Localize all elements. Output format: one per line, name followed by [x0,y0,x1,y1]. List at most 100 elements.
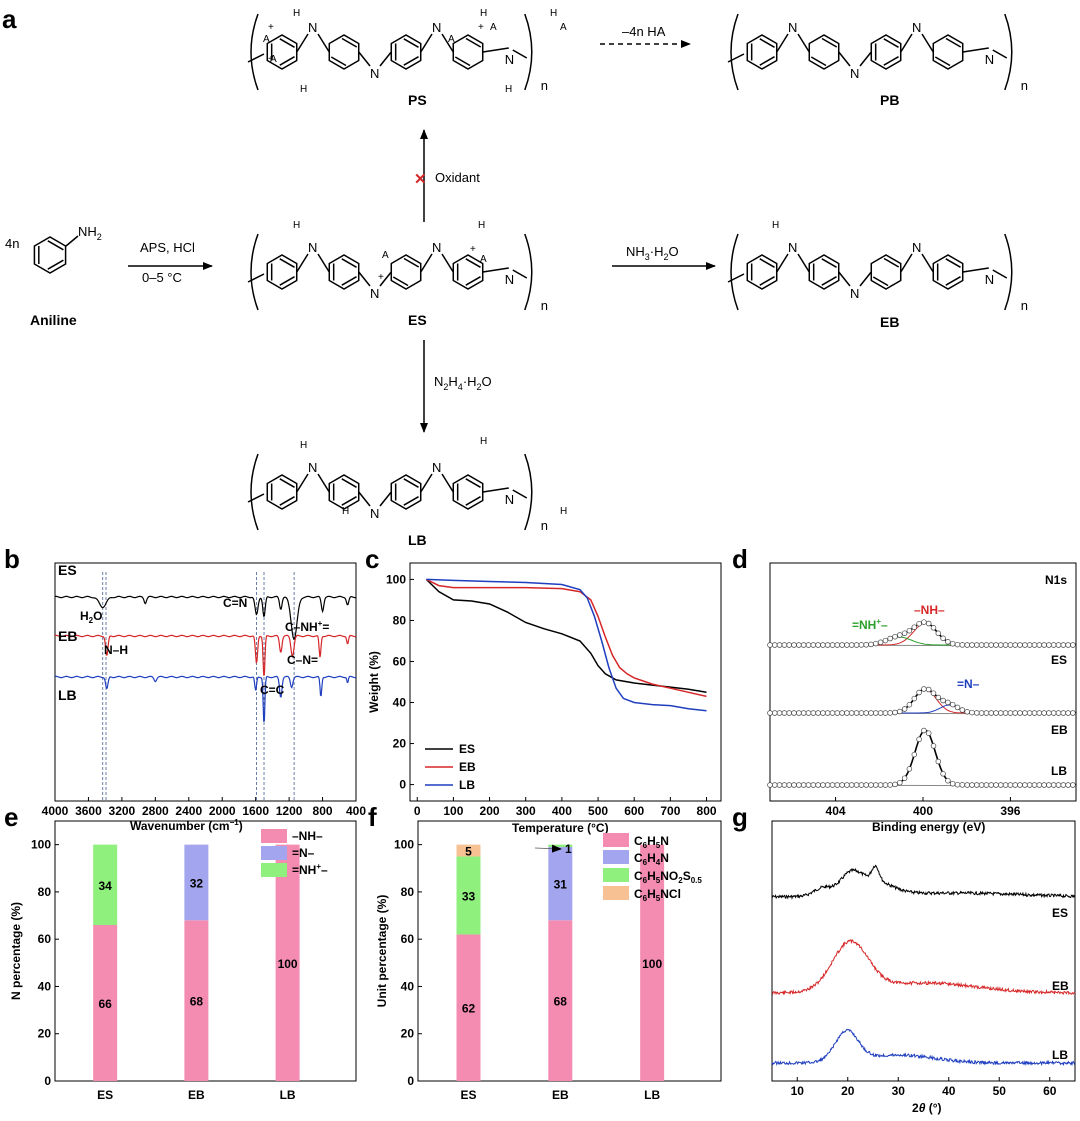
panel-label-b: b [4,544,20,574]
xps-point-2 [983,782,990,788]
ftir-annot-nh: N–H [104,643,128,657]
xps-point-1 [964,709,970,715]
pb-ring-4 [932,34,964,70]
xps-point-2 [829,782,836,788]
n-pct-category-eb: EB [188,1088,205,1102]
panel-label-e: e [4,802,18,832]
c-ticks-xtick-3: 300 [516,804,536,818]
pb-ring-2 [808,34,840,70]
xps-point-2 [800,782,807,788]
oxidant-label: Oxidant [435,170,480,185]
h-1: H [293,220,300,231]
xps-point-2 [1065,782,1071,788]
xrd-label-lb: LB [1052,1048,1068,1062]
arrow-temp-label: 0–5 °C [142,270,182,285]
d-ticks-xtick-1: 400 [913,804,933,818]
aniline-coefficient: 4n [5,236,19,251]
xps-point-0 [988,642,994,648]
h-5: H [560,506,567,517]
es-paren-open [250,233,259,311]
n-pct-bar-eb-0 [184,920,209,1081]
xps-point-1 [829,710,836,716]
ps-anion-3: A [490,22,497,33]
unit-pct-value-eb-1: 31 [554,878,568,892]
xps-point-0 [858,642,865,648]
xps-point-0 [776,642,783,648]
g-ticks-xtick-2: 30 [892,1084,906,1098]
aniline-name: Aniline [30,312,77,328]
xps-point-1 [1022,710,1028,716]
xps-point-0 [974,642,980,648]
es-plus-2: + [470,244,476,255]
xps-point-0 [983,642,990,648]
xps-point-2 [1002,782,1009,788]
xps-point-2 [805,782,812,788]
xps-point-0 [945,639,951,645]
xps-point-1 [954,704,961,711]
c-ticks-ytick-2: 40 [393,696,407,710]
ps-anion-1: A [263,34,270,45]
panel-label-a: a [2,4,17,34]
unit-pct-bar-es-2 [456,856,481,935]
xps-point-2 [848,782,855,788]
ftir-annot-h2o: H2O [80,609,102,625]
ftir-series-lb [54,675,357,722]
eb-ring-3 [870,254,902,290]
pb-end-atom: N [985,52,994,67]
f-ticks-ytick-2: 40 [401,979,415,993]
b-ticks-xtick-5: 2000 [209,804,236,818]
xps-point-1 [1065,710,1071,716]
xps-xlabel: Binding energy (eV) [872,820,985,834]
unit-pct-value-es-0: 62 [462,1002,476,1016]
unit-pct-bar-eb-0 [548,920,573,1081]
xps-point-2 [1017,782,1023,788]
xps-point-0 [863,642,869,648]
xps-point-0 [805,642,812,648]
xps-point-1 [959,707,966,713]
xps-point-2 [791,782,797,788]
xps-point-2 [820,782,826,788]
xps-point-1 [1041,710,1047,716]
xps-point-0 [978,642,985,648]
n-pct-value-lb-0: 100 [278,957,298,971]
xps-point-2 [863,782,869,788]
eb-ring-2 [808,254,840,290]
lb-paren-close [524,453,533,531]
ftir-annot-cn2: C–N= [287,653,318,667]
tga-series-es [425,578,707,694]
xrd-series-eb [771,939,1076,996]
xps-point-2 [925,730,932,736]
tga-series-lb [426,578,707,712]
xps-point-2 [959,782,966,788]
g-ticks-xtick-4: 50 [993,1084,1007,1098]
xps-point-0 [954,641,961,648]
unit-pct-bar-es-3 [456,844,481,857]
g-ticks-xtick-0: 10 [791,1084,805,1098]
xps-point-2 [853,782,860,788]
unit-pct-value-eb-0: 68 [554,995,568,1009]
xps-point-0 [998,642,1004,648]
b-ticks-xtick-8: 800 [313,804,333,818]
e-ticks-ytick-3: 60 [38,932,52,946]
xps-point-1 [1050,710,1057,716]
xps-point-0 [925,620,932,627]
h-4: H [480,436,487,447]
xps-chart: 404 400 396 N1s ES EB LB =NH+– –NH– =N– Bi… [767,562,1077,834]
n-pct-bar-eb-1 [184,844,209,921]
xps-point-1 [998,710,1004,716]
h-3: H [342,506,349,517]
xps-envelope-0 [770,621,1074,646]
xps-point-0 [935,630,942,637]
xps-point-2 [776,782,783,788]
lb-ring-4 [452,474,484,510]
xps-point-0 [791,642,797,648]
lb-end-atom: N [505,492,514,507]
n2h4-h2o-label: N2H4·H2O [434,374,492,392]
n-pct-bar-es-0 [93,925,118,1081]
eb-ring-1 [746,254,778,290]
n-percentage-legend: –NH– =N– =NH+– [261,829,328,877]
xps-point-2 [964,782,970,788]
ps-anion-b1: A [270,54,277,65]
xps-point-2 [834,782,841,788]
ftir-annot-cc: C=C [260,683,285,697]
